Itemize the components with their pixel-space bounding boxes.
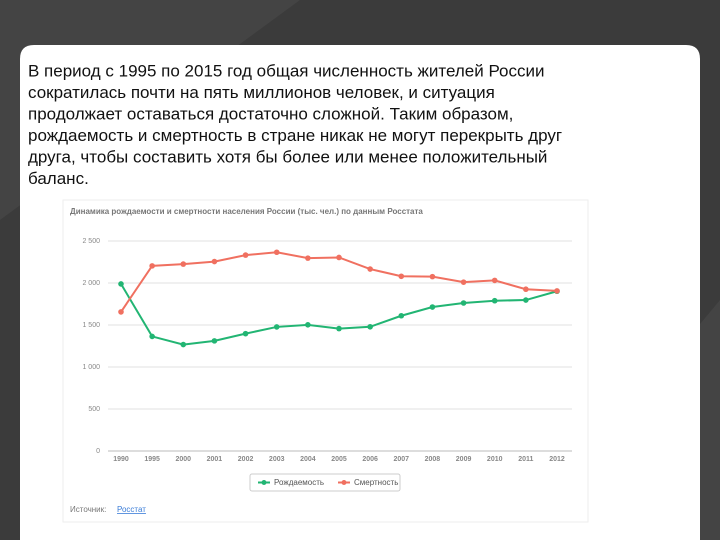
chart-frame (62, 199, 589, 523)
data-point (273, 324, 280, 330)
data-point (180, 261, 187, 267)
data-point (149, 263, 155, 269)
paragraph-line: друга, чтобы составить хотя бы более или… (28, 147, 547, 166)
data-point (398, 273, 405, 280)
x-tick-label: 2001 (207, 456, 223, 463)
data-point (367, 323, 373, 330)
x-tick-label: 2003 (269, 456, 285, 463)
paragraph-line: сократилась почти на пять миллионов чело… (28, 83, 495, 102)
data-point (523, 286, 529, 293)
data-point (491, 277, 498, 284)
legend-label: Смертность (354, 478, 398, 487)
legend: Рождаемость Смертность (258, 478, 398, 487)
legend-label: Рождаемость (274, 478, 324, 487)
data-point (460, 300, 467, 306)
paragraph-line: продолжает оставаться достаточно сложной… (28, 104, 513, 123)
data-point (305, 255, 311, 261)
source-link: Росстат (117, 505, 146, 514)
data-point (429, 304, 436, 310)
data-point (242, 252, 249, 258)
data-point (336, 254, 342, 261)
y-tick-label: 500 (88, 406, 100, 413)
x-tick-label: 2005 (331, 456, 347, 463)
legend-swatch-dot (341, 480, 347, 485)
data-point (305, 322, 311, 328)
data-point (523, 297, 529, 303)
data-point (242, 330, 249, 337)
y-tick-label: 0 (96, 448, 100, 455)
y-tick-label: 1 500 (82, 322, 100, 329)
data-point (273, 249, 280, 256)
x-tick-label: 2011 (518, 456, 533, 463)
data-point (336, 325, 342, 332)
x-tick-label: 2012 (549, 456, 565, 463)
data-point (149, 333, 155, 340)
data-point (554, 288, 560, 294)
data-point (180, 341, 187, 348)
x-tick-label: 2006 (362, 456, 378, 463)
data-point (398, 312, 405, 319)
x-tick-label: 2002 (238, 456, 254, 463)
data-point (118, 281, 124, 287)
paragraph-line: баланс. (28, 169, 89, 188)
x-tick-label: 2010 (487, 456, 503, 463)
paragraph: В период с 1995 по 2015 год общая числен… (28, 61, 562, 188)
y-tick-label: 1 000 (82, 364, 100, 371)
x-tick-label: 1990 (113, 456, 129, 463)
data-point (118, 309, 124, 315)
x-tick-label: 2000 (175, 456, 191, 463)
x-tick-label: 2004 (300, 456, 316, 463)
chart: 0 500 1 000 1 500 2 000 2 500 1990 1995 2000 2001… (82, 238, 572, 463)
y-tick-label: 2 000 (82, 280, 100, 287)
data-point (460, 279, 467, 285)
legend-swatch-dot (261, 480, 267, 485)
source-label: Источник: (70, 505, 106, 514)
paragraph-line: В период с 1995 по 2015 год общая числен… (28, 61, 545, 80)
paragraph-line: рождаемость и смертность в стране никак … (28, 126, 562, 145)
legend-box (249, 473, 401, 492)
chart-title: Динамика рождаемости и смертности населе… (70, 207, 423, 216)
x-tick-label: 2009 (456, 456, 472, 463)
y-tick-label: 2 500 (82, 238, 100, 245)
data-point (211, 258, 218, 265)
data-point (429, 273, 436, 280)
data-point (491, 297, 498, 304)
data-point (367, 266, 373, 272)
x-tick-label: 1995 (144, 456, 160, 463)
x-tick-label: 2008 (425, 456, 441, 463)
x-tick-label: 2007 (393, 456, 409, 463)
data-point (211, 338, 218, 344)
